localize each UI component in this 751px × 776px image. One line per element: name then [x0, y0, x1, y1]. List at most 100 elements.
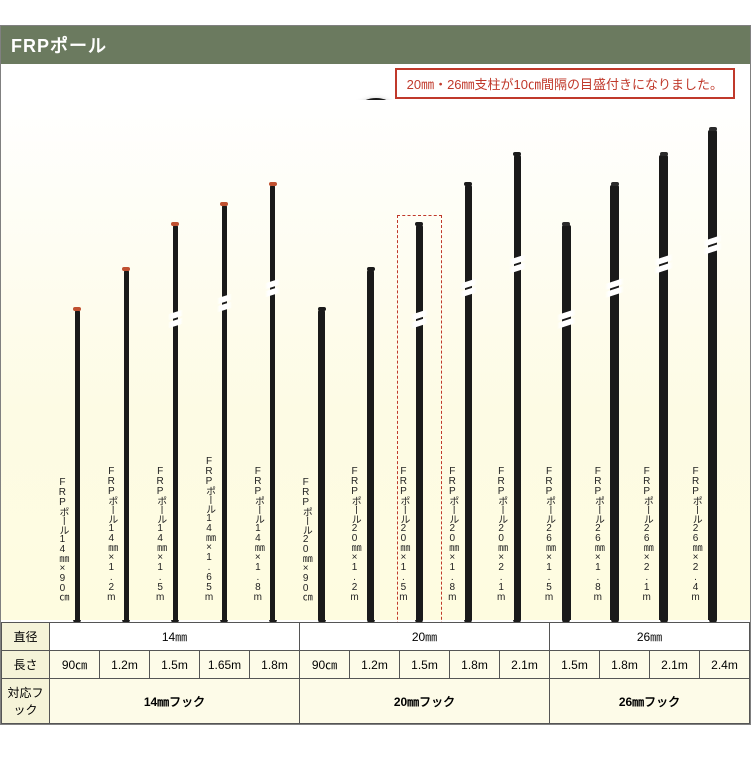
diameter-cell: 14㎜ — [50, 623, 300, 651]
pole: FRPポール20㎜×1.8m — [465, 185, 472, 620]
pole-cap — [269, 182, 277, 186]
break-mark-icon — [460, 281, 477, 295]
pole-label: FRPポール14㎜×1.65m — [204, 456, 214, 602]
th-length: 長さ — [2, 651, 50, 679]
pole: FRPポール14㎜×1.8m — [270, 185, 275, 620]
table-row-length: 長さ 90㎝1.2m1.5m1.65m1.8m90㎝1.2m1.5m1.8m2.… — [2, 651, 750, 679]
pole-cap — [73, 307, 81, 311]
length-cell: 2.1m — [500, 651, 550, 679]
length-cell: 1.2m — [350, 651, 400, 679]
pole-label: FRPポール14㎜×1.5m — [155, 466, 165, 602]
break-mark-icon — [557, 312, 576, 326]
pole-cap — [318, 307, 326, 311]
pole-label: FRPポール20㎜×1.8m — [447, 466, 457, 602]
length-cell: 2.1m — [650, 651, 700, 679]
poles-container: FRPポール14㎜×90㎝ FRPポール14㎜×1.2m FRPポール14㎜×1.5… — [1, 100, 750, 620]
pole-column: FRPポール14㎜×1.65m — [214, 205, 234, 620]
length-cell: 1.8m — [450, 651, 500, 679]
pole-column: FRPポール26㎜×1.8m — [605, 185, 625, 620]
pole-cap — [513, 152, 521, 156]
pole-cap — [709, 127, 717, 131]
pole-label: FRPポール20㎜×2.1m — [496, 466, 506, 602]
pole-column: FRPポール26㎜×2.4m — [703, 130, 723, 620]
pole-cap — [660, 152, 668, 156]
pole: FRPポール20㎜×2.1m — [514, 155, 521, 620]
pole-column: FRPポール14㎜×1.5m — [165, 225, 185, 620]
pole: FRPポール26㎜×1.8m — [610, 185, 619, 620]
pole-cap — [562, 222, 570, 226]
pole: FRPポール20㎜×90㎝ — [318, 310, 325, 620]
pole-label: FRPポール14㎜×90㎝ — [57, 477, 67, 602]
length-cell: 1.65m — [200, 651, 250, 679]
diameter-cell: 20㎜ — [300, 623, 550, 651]
pole: FRPポール20㎜×1.5m — [416, 225, 423, 620]
title-bar: FRPポール — [1, 26, 750, 64]
length-cell: 1.5m — [550, 651, 600, 679]
pole-cap — [171, 222, 179, 226]
length-cell: 2.4m — [700, 651, 750, 679]
pole-column: FRPポール20㎜×90㎝ — [312, 310, 332, 620]
pole: FRPポール26㎜×1.5m — [562, 225, 571, 620]
pole: FRPポール26㎜×2.1m — [659, 155, 668, 620]
length-cell: 1.2m — [100, 651, 150, 679]
pole-label: FRPポール26㎜×1.5m — [544, 466, 554, 602]
pole-column: FRPポール26㎜×2.1m — [654, 155, 674, 620]
pole-label: FRPポール26㎜×2.1m — [641, 466, 651, 602]
catalog-frame: FRPポール 20㎜・26㎜支柱が10㎝間隔の目盛付きになりました。 30 FR… — [0, 25, 751, 725]
hook-cell: 20㎜フック — [300, 679, 550, 724]
pole-label: FRPポール20㎜×1.5m — [398, 466, 408, 602]
pole-column: FRPポール26㎜×1.5m — [556, 225, 576, 620]
pole-column: FRPポール14㎜×1.2m — [116, 270, 136, 620]
pole-cap — [220, 202, 228, 206]
break-mark-icon — [168, 312, 183, 326]
pole-column: FRPポール20㎜×1.5m — [409, 225, 429, 620]
hook-cell: 26㎜フック — [550, 679, 750, 724]
hook-cell: 14㎜フック — [50, 679, 300, 724]
length-cell: 1.8m — [600, 651, 650, 679]
pole: FRPポール26㎜×2.4m — [708, 130, 717, 620]
pole-cap — [367, 267, 375, 271]
notice-text: 20㎜・26㎜支柱が10㎝間隔の目盛付きになりました。 — [407, 77, 723, 92]
break-mark-icon — [703, 238, 722, 252]
pole-column: FRPポール20㎜×2.1m — [507, 155, 527, 620]
pole: FRPポール20㎜×1.2m — [367, 270, 374, 620]
pole-label: FRPポール20㎜×1.2m — [349, 466, 359, 602]
break-mark-icon — [509, 257, 526, 271]
pole-label: FRPポール26㎜×2.4m — [690, 466, 700, 602]
pole: FRPポール14㎜×1.65m — [222, 205, 227, 620]
th-diameter: 直径 — [2, 623, 50, 651]
pole-column: FRPポール14㎜×1.8m — [263, 185, 283, 620]
break-mark-icon — [654, 257, 673, 271]
th-hook: 対応フック — [2, 679, 50, 724]
length-cell: 1.5m — [400, 651, 450, 679]
pole-column: FRPポール20㎜×1.8m — [458, 185, 478, 620]
length-cell: 1.8m — [250, 651, 300, 679]
spec-table: 直径 14㎜20㎜26㎜ 長さ 90㎝1.2m1.5m1.65m1.8m90㎝1… — [1, 622, 750, 724]
pole-column: FRPポール14㎜×90㎝ — [67, 310, 87, 620]
pole-label: FRPポール20㎜×90㎝ — [300, 477, 310, 602]
pole-chart: FRPポール14㎜×90㎝ FRPポール14㎜×1.2m FRPポール14㎜×1.5… — [1, 100, 750, 620]
break-mark-icon — [217, 296, 232, 310]
length-cell: 1.5m — [150, 651, 200, 679]
pole-label: FRPポール14㎜×1.2m — [106, 466, 116, 602]
pole-column: FRPポール20㎜×1.2m — [361, 270, 381, 620]
pole-label: FRPポール14㎜×1.8m — [252, 466, 262, 602]
pole-cap — [122, 267, 130, 271]
notice-box: 20㎜・26㎜支柱が10㎝間隔の目盛付きになりました。 — [395, 68, 735, 99]
pole-cap — [415, 222, 423, 226]
break-mark-icon — [605, 281, 624, 295]
length-cell: 90㎝ — [300, 651, 350, 679]
pole-cap — [464, 182, 472, 186]
page-title: FRPポール — [11, 36, 107, 56]
pole-cap — [611, 182, 619, 186]
length-cell: 90㎝ — [50, 651, 100, 679]
table-row-diameter: 直径 14㎜20㎜26㎜ — [2, 623, 750, 651]
break-mark-icon — [411, 312, 428, 326]
pole: FRPポール14㎜×90㎝ — [75, 310, 80, 620]
table-row-hook: 対応フック 14㎜フック20㎜フック26㎜フック — [2, 679, 750, 724]
pole-label: FRPポール26㎜×1.8m — [592, 466, 602, 602]
pole: FRPポール14㎜×1.5m — [173, 225, 178, 620]
break-mark-icon — [265, 281, 280, 295]
diameter-cell: 26㎜ — [550, 623, 750, 651]
pole: FRPポール14㎜×1.2m — [124, 270, 129, 620]
